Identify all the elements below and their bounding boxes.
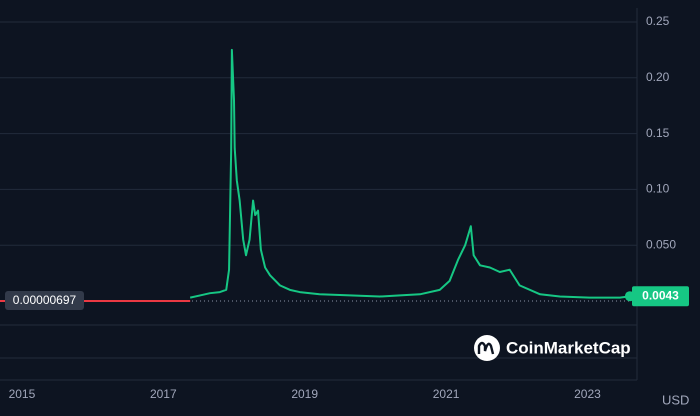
y-tick-label: 0.050 [646,237,676,251]
y-tick-label: 0.20 [646,70,670,84]
y-tick-label: 0.15 [646,126,670,140]
y-tick-label: 0.25 [646,14,670,28]
x-tick-label: 2015 [9,387,36,401]
current-price-label: 0.0043 [642,288,679,302]
x-tick-label: 2019 [291,387,318,401]
currency-label: USD [662,392,689,407]
current-price-box [632,286,689,307]
y-tick-label: 0.10 [646,182,670,196]
x-tick-label: 2017 [150,387,177,401]
baseline-label-box [5,290,84,310]
watermark-text: CoinMarketCap [506,338,631,357]
x-tick-label: 2023 [574,387,601,401]
watermark: CoinMarketCap [474,335,631,361]
baseline-label: 0.00000697 [13,293,77,307]
x-tick-label: 2021 [433,387,460,401]
price-line [189,48,631,299]
